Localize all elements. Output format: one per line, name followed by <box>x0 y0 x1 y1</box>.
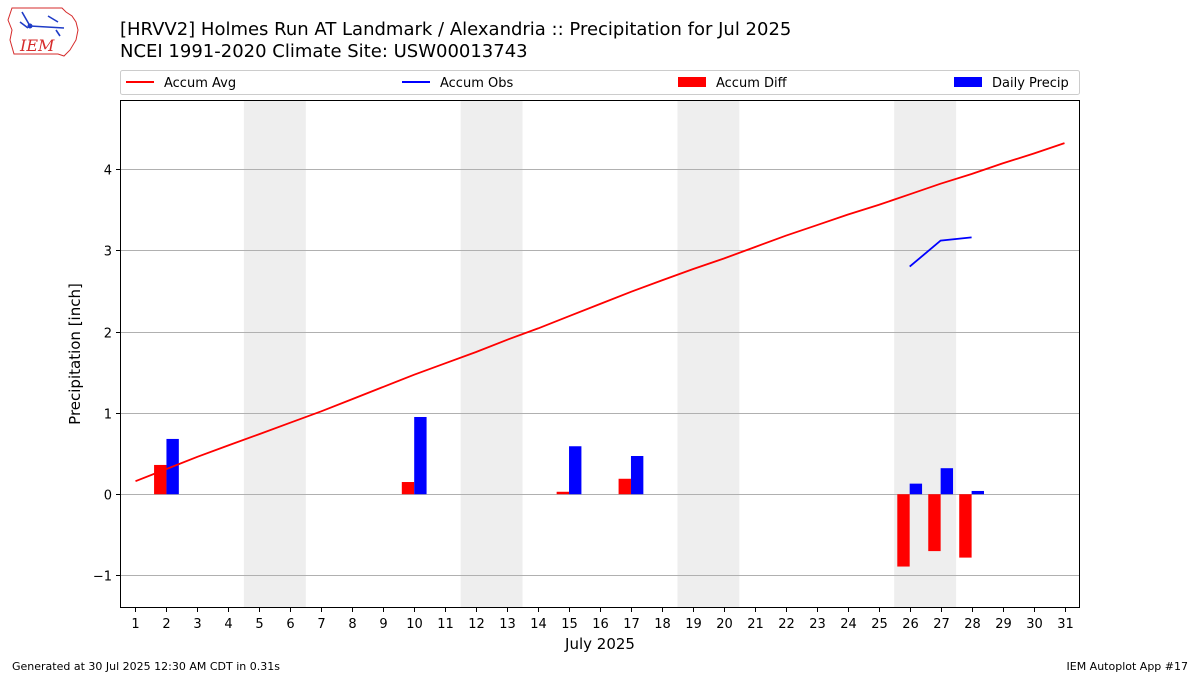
x-tick-label: 10 <box>406 617 423 632</box>
accum-diff-bar <box>401 482 415 495</box>
x-tick-label: 18 <box>654 617 671 632</box>
x-tick-label: 9 <box>379 617 387 632</box>
legend-swatch-bar <box>678 77 706 87</box>
x-axis-label: July 2025 <box>564 635 635 653</box>
x-tick-label: 3 <box>193 617 201 632</box>
x-tick-label: 11 <box>437 617 454 632</box>
x-tick-label: 23 <box>809 617 826 632</box>
daily-precip-bar <box>569 446 582 495</box>
x-tick-label: 7 <box>317 617 325 632</box>
legend-label: Daily Precip <box>992 76 1069 91</box>
x-tick-label: 25 <box>871 617 888 632</box>
x-tick-label: 1 <box>131 617 139 632</box>
daily-precip-bar <box>630 456 644 495</box>
accum-diff-bar <box>928 494 941 552</box>
x-tick-label: 6 <box>286 617 294 632</box>
plot-frame <box>120 100 1080 608</box>
chart-title-line1: [HRVV2] Holmes Run AT Landmark / Alexand… <box>120 19 791 40</box>
accum-diff-bar <box>959 494 972 558</box>
logo-text: IEM <box>19 36 55 55</box>
y-tick-label: 4 <box>104 164 112 179</box>
x-tick-label: 21 <box>747 617 764 632</box>
x-tick-label: 28 <box>964 617 981 632</box>
y-tick-label: 2 <box>104 327 112 342</box>
legend: Accum Avg Accum Obs Accum Diff Daily Precip <box>120 70 1080 95</box>
x-tick-label: 14 <box>530 617 547 632</box>
iem-logo: IEM <box>7 7 79 57</box>
x-tick-label: 27 <box>933 617 950 632</box>
x-tick-label: 12 <box>468 617 485 632</box>
y-tick-label: 3 <box>104 245 112 260</box>
legend-label: Accum Obs <box>440 76 513 91</box>
x-tick-label: 26 <box>902 617 919 632</box>
accum-obs-line <box>909 236 972 268</box>
x-tick-label: 15 <box>561 617 578 632</box>
legend-label: Accum Diff <box>716 76 788 91</box>
footer-generated: Generated at 30 Jul 2025 12:30 AM CDT in… <box>12 660 280 673</box>
x-tick-label: 5 <box>255 617 263 632</box>
y-tick-label: 0 <box>104 489 112 504</box>
grid-lines <box>120 169 1080 576</box>
legend-box <box>120 70 1080 95</box>
plot-area: 1 2 3 4 5 6 7 8 9 10 11 12 13 14 15 16 17 18 19 20 21 22 23 24 2… <box>93 100 1080 632</box>
accum-diff-bar <box>556 491 570 495</box>
weekend-span <box>677 100 740 608</box>
daily-precip-bar <box>414 416 427 495</box>
legend-swatch-bar <box>954 77 982 87</box>
y-tick-label: −1 <box>93 570 112 585</box>
x-tick-label: 31 <box>1057 617 1074 632</box>
x-tick-label: 19 <box>685 617 702 632</box>
legend-label: Accum Avg <box>164 76 236 91</box>
x-tick-label: 8 <box>348 617 356 632</box>
y-tick-label: 1 <box>104 408 112 423</box>
daily-precip-bar <box>940 468 954 495</box>
chart-title-line2: NCEI 1991-2020 Climate Site: USW00013743 <box>120 41 528 62</box>
x-tick-label: 24 <box>840 617 857 632</box>
accum-diff-bar <box>618 478 631 495</box>
x-tick-label: 2 <box>162 617 170 632</box>
x-tick-label: 22 <box>778 617 795 632</box>
x-tick-label: 30 <box>1026 617 1043 632</box>
footer-app: IEM Autoplot App #17 <box>1067 660 1189 673</box>
bars <box>154 416 984 567</box>
y-axis-label: Precipitation [inch] <box>66 283 84 425</box>
x-tick-label: 17 <box>623 617 640 632</box>
lines <box>135 142 1065 483</box>
x-tick-label: 13 <box>499 617 516 632</box>
weekend-span <box>243 100 306 608</box>
accum-avg-line <box>135 142 1065 483</box>
x-tick-label: 20 <box>716 617 733 632</box>
x-axis-ticks: 1 2 3 4 5 6 7 8 9 10 11 12 13 14 15 16 17 18 19 20 21 22 23 24 2… <box>131 608 1074 632</box>
accum-diff-bar <box>897 494 910 567</box>
daily-precip-bar <box>971 490 984 495</box>
x-tick-label: 29 <box>995 617 1012 632</box>
x-tick-label: 16 <box>592 617 609 632</box>
weather-station-icon <box>19 11 65 37</box>
daily-precip-bar <box>909 483 923 495</box>
x-tick-label: 4 <box>224 617 232 632</box>
y-axis-ticks: −1 0 1 2 3 4 <box>93 164 120 585</box>
